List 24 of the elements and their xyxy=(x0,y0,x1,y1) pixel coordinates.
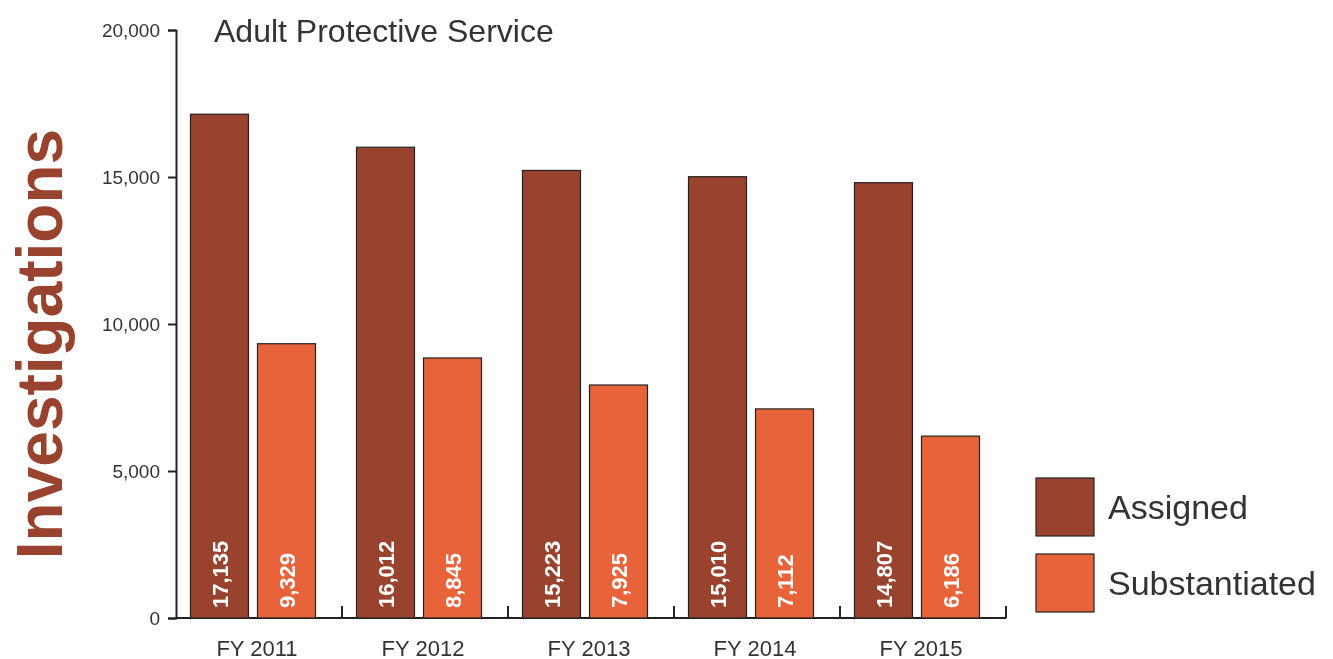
data-label: 9,329 xyxy=(274,552,300,608)
data-label: 15,010 xyxy=(705,540,731,608)
data-label: 7,925 xyxy=(606,552,632,608)
legend-label: Assigned xyxy=(1108,488,1248,526)
data-label: 8,845 xyxy=(440,552,466,608)
data-label: 6,186 xyxy=(938,552,964,608)
x-tick-label: FY 2015 xyxy=(879,636,963,659)
y-axis-title: Investigations xyxy=(4,128,76,560)
y-tick-label: 10,000 xyxy=(101,313,160,335)
data-label: 16,012 xyxy=(373,540,399,608)
x-tick-label: FY 2014 xyxy=(713,636,797,659)
chart-title: Adult Protective Service xyxy=(214,13,554,49)
data-label: 15,223 xyxy=(539,540,565,608)
y-tick-label: 0 xyxy=(149,607,160,629)
x-tick-label: FY 2012 xyxy=(381,636,465,659)
data-label: 14,807 xyxy=(871,540,897,608)
x-tick-label: FY 2013 xyxy=(547,636,631,659)
data-label: 7,112 xyxy=(772,554,798,608)
y-tick-label: 5,000 xyxy=(112,460,160,482)
y-tick-label: 20,000 xyxy=(101,19,160,41)
x-tick-label: FY 2011 xyxy=(216,636,298,659)
data-label: 17,135 xyxy=(207,540,233,608)
legend-label: Substantiated xyxy=(1108,564,1316,602)
y-tick-label: 15,000 xyxy=(101,166,160,188)
